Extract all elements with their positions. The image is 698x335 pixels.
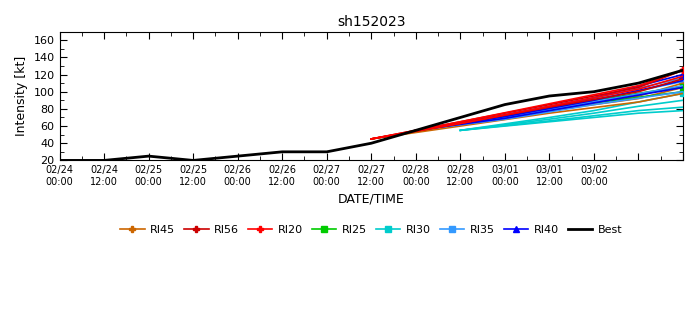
X-axis label: DATE/TIME: DATE/TIME	[338, 192, 405, 205]
Title: sh152023: sh152023	[337, 15, 406, 29]
Legend: RI45, RI56, RI20, RI25, RI30, RI35, RI40, Best: RI45, RI56, RI20, RI25, RI30, RI35, RI40…	[116, 220, 627, 239]
Y-axis label: Intensity [kt]: Intensity [kt]	[15, 56, 28, 136]
